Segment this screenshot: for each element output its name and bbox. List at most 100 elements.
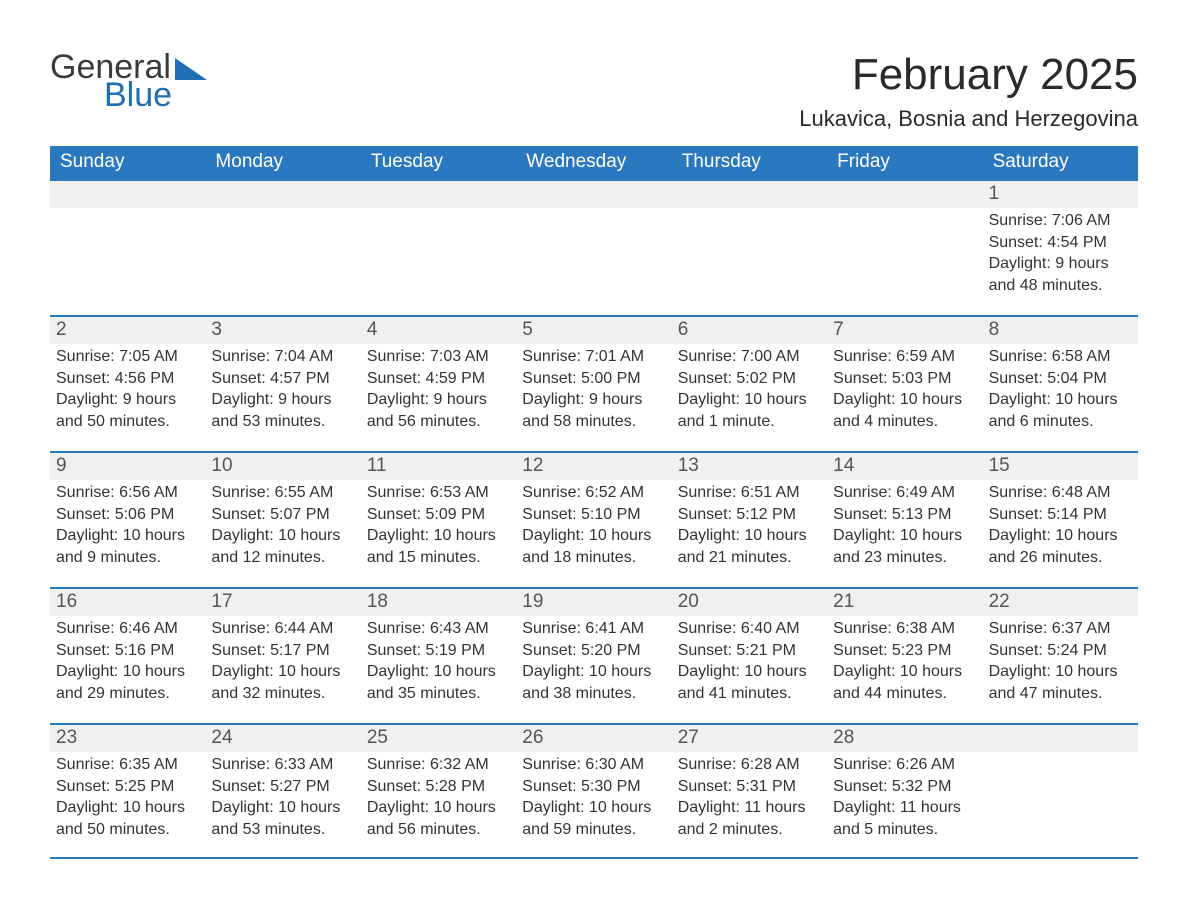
- location-subtitle: Lukavica, Bosnia and Herzegovina: [799, 106, 1138, 132]
- day-a-text: Daylight: 10 hours: [56, 797, 199, 819]
- day-a-text: Daylight: 10 hours: [833, 661, 976, 683]
- sunrise-text: Sunrise: 6:44 AM: [211, 618, 354, 640]
- day-b-text: and 47 minutes.: [989, 683, 1132, 705]
- day-b-text: and 5 minutes.: [833, 819, 976, 841]
- sunrise-text: Sunrise: 6:40 AM: [678, 618, 821, 640]
- sunset-text: Sunset: 4:57 PM: [211, 368, 354, 390]
- calendar-cell: 7Sunrise: 6:59 AMSunset: 5:03 PMDaylight…: [827, 317, 982, 451]
- calendar-cell: 20Sunrise: 6:40 AMSunset: 5:21 PMDayligh…: [672, 589, 827, 723]
- sunset-text: Sunset: 5:20 PM: [522, 640, 665, 662]
- day-details: Sunrise: 7:06 AMSunset: 4:54 PMDaylight:…: [983, 208, 1138, 296]
- day-number: 5: [516, 317, 671, 344]
- day-details: Sunrise: 7:05 AMSunset: 4:56 PMDaylight:…: [50, 344, 205, 432]
- sunset-text: Sunset: 4:59 PM: [367, 368, 510, 390]
- day-number: 13: [672, 453, 827, 480]
- day-number: 18: [361, 589, 516, 616]
- day-number: 21: [827, 589, 982, 616]
- day-number: 7: [827, 317, 982, 344]
- day-number: 9: [50, 453, 205, 480]
- day-b-text: and 29 minutes.: [56, 683, 199, 705]
- day-a-text: Daylight: 11 hours: [678, 797, 821, 819]
- sunrise-text: Sunrise: 6:52 AM: [522, 482, 665, 504]
- day-a-text: Daylight: 10 hours: [522, 797, 665, 819]
- calendar-cell: 17Sunrise: 6:44 AMSunset: 5:17 PMDayligh…: [205, 589, 360, 723]
- calendar-cell: 27Sunrise: 6:28 AMSunset: 5:31 PMDayligh…: [672, 725, 827, 857]
- day-details: Sunrise: 6:59 AMSunset: 5:03 PMDaylight:…: [827, 344, 982, 432]
- day-a-text: Daylight: 10 hours: [522, 661, 665, 683]
- day-a-text: Daylight: 9 hours: [367, 389, 510, 411]
- sunrise-text: Sunrise: 7:04 AM: [211, 346, 354, 368]
- calendar-cell: 6Sunrise: 7:00 AMSunset: 5:02 PMDaylight…: [672, 317, 827, 451]
- day-b-text: and 56 minutes.: [367, 819, 510, 841]
- sunset-text: Sunset: 5:13 PM: [833, 504, 976, 526]
- calendar-header-row: Sunday Monday Tuesday Wednesday Thursday…: [50, 146, 1138, 179]
- calendar-week-row: 2Sunrise: 7:05 AMSunset: 4:56 PMDaylight…: [50, 315, 1138, 451]
- sunrise-text: Sunrise: 6:37 AM: [989, 618, 1132, 640]
- logo-word2: Blue: [104, 78, 207, 112]
- calendar-cell: 2Sunrise: 7:05 AMSunset: 4:56 PMDaylight…: [50, 317, 205, 451]
- day-number: 1: [983, 181, 1138, 208]
- sunrise-text: Sunrise: 7:01 AM: [522, 346, 665, 368]
- sunset-text: Sunset: 5:10 PM: [522, 504, 665, 526]
- sunset-text: Sunset: 5:27 PM: [211, 776, 354, 798]
- sunset-text: Sunset: 5:30 PM: [522, 776, 665, 798]
- day-b-text: and 6 minutes.: [989, 411, 1132, 433]
- day-details: Sunrise: 6:49 AMSunset: 5:13 PMDaylight:…: [827, 480, 982, 568]
- calendar-cell: 24Sunrise: 6:33 AMSunset: 5:27 PMDayligh…: [205, 725, 360, 857]
- sunset-text: Sunset: 5:31 PM: [678, 776, 821, 798]
- day-number: 3: [205, 317, 360, 344]
- calendar-week-row: 9Sunrise: 6:56 AMSunset: 5:06 PMDaylight…: [50, 451, 1138, 587]
- sunset-text: Sunset: 5:09 PM: [367, 504, 510, 526]
- day-number: 12: [516, 453, 671, 480]
- day-number: 14: [827, 453, 982, 480]
- sunset-text: Sunset: 5:16 PM: [56, 640, 199, 662]
- sunset-text: Sunset: 5:17 PM: [211, 640, 354, 662]
- day-a-text: Daylight: 10 hours: [367, 661, 510, 683]
- day-header: Friday: [827, 146, 982, 179]
- day-details: Sunrise: 6:26 AMSunset: 5:32 PMDaylight:…: [827, 752, 982, 840]
- day-a-text: Daylight: 10 hours: [367, 525, 510, 547]
- calendar-cell: [827, 181, 982, 315]
- day-number: 17: [205, 589, 360, 616]
- day-number: [50, 181, 205, 208]
- day-number: 26: [516, 725, 671, 752]
- day-number: 19: [516, 589, 671, 616]
- sunset-text: Sunset: 4:56 PM: [56, 368, 199, 390]
- calendar-cell: 4Sunrise: 7:03 AMSunset: 4:59 PMDaylight…: [361, 317, 516, 451]
- sunset-text: Sunset: 5:25 PM: [56, 776, 199, 798]
- day-header: Sunday: [50, 146, 205, 179]
- day-number: 24: [205, 725, 360, 752]
- calendar-cell: 3Sunrise: 7:04 AMSunset: 4:57 PMDaylight…: [205, 317, 360, 451]
- day-a-text: Daylight: 10 hours: [211, 661, 354, 683]
- day-number: [205, 181, 360, 208]
- day-number: 16: [50, 589, 205, 616]
- sunset-text: Sunset: 5:21 PM: [678, 640, 821, 662]
- sunrise-text: Sunrise: 6:49 AM: [833, 482, 976, 504]
- day-details: Sunrise: 6:53 AMSunset: 5:09 PMDaylight:…: [361, 480, 516, 568]
- day-a-text: Daylight: 10 hours: [678, 661, 821, 683]
- day-a-text: Daylight: 10 hours: [989, 525, 1132, 547]
- day-b-text: and 53 minutes.: [211, 819, 354, 841]
- calendar-cell: 14Sunrise: 6:49 AMSunset: 5:13 PMDayligh…: [827, 453, 982, 587]
- day-b-text: and 12 minutes.: [211, 547, 354, 569]
- day-details: Sunrise: 6:51 AMSunset: 5:12 PMDaylight:…: [672, 480, 827, 568]
- day-a-text: Daylight: 10 hours: [678, 525, 821, 547]
- calendar-cell: [361, 181, 516, 315]
- day-header: Thursday: [672, 146, 827, 179]
- day-a-text: Daylight: 9 hours: [56, 389, 199, 411]
- day-number: [983, 725, 1138, 752]
- sunrise-text: Sunrise: 7:03 AM: [367, 346, 510, 368]
- day-a-text: Daylight: 9 hours: [522, 389, 665, 411]
- calendar-cell: 15Sunrise: 6:48 AMSunset: 5:14 PMDayligh…: [983, 453, 1138, 587]
- day-header: Wednesday: [516, 146, 671, 179]
- day-a-text: Daylight: 10 hours: [833, 389, 976, 411]
- day-b-text: and 58 minutes.: [522, 411, 665, 433]
- day-a-text: Daylight: 9 hours: [211, 389, 354, 411]
- sunrise-text: Sunrise: 6:55 AM: [211, 482, 354, 504]
- day-b-text: and 56 minutes.: [367, 411, 510, 433]
- day-details: Sunrise: 6:43 AMSunset: 5:19 PMDaylight:…: [361, 616, 516, 704]
- sunrise-text: Sunrise: 6:51 AM: [678, 482, 821, 504]
- calendar-cell: 12Sunrise: 6:52 AMSunset: 5:10 PMDayligh…: [516, 453, 671, 587]
- sunrise-text: Sunrise: 6:30 AM: [522, 754, 665, 776]
- day-header: Saturday: [983, 146, 1138, 179]
